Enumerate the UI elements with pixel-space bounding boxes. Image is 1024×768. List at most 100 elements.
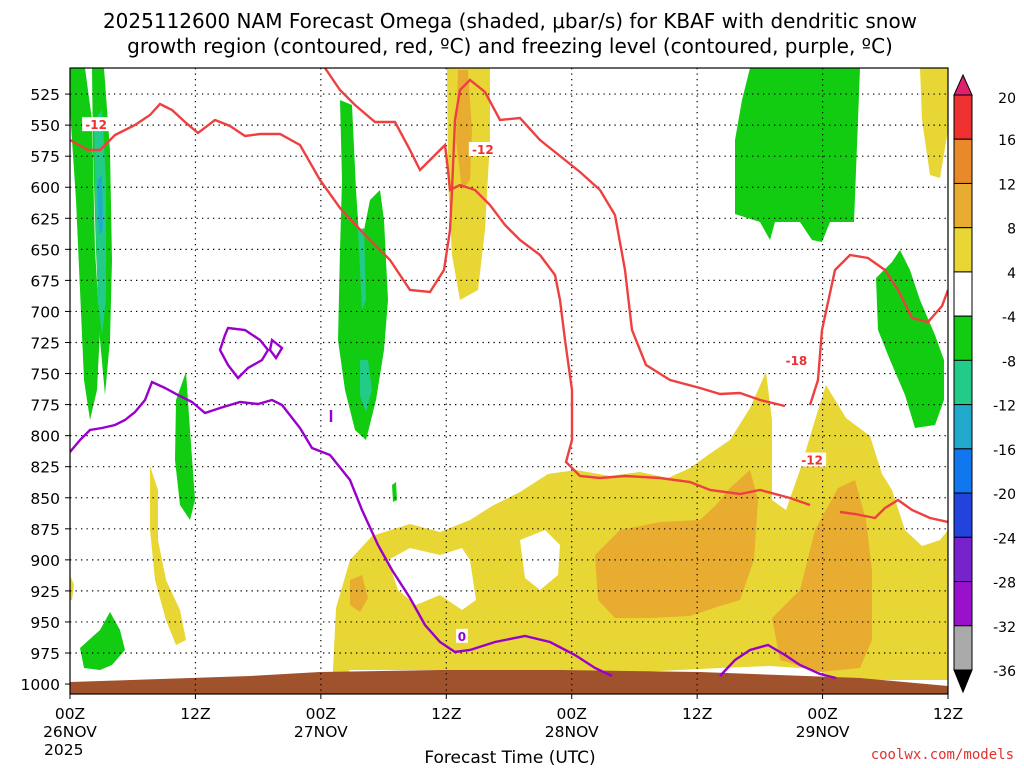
omega-negative-region xyxy=(735,68,860,242)
colorbar-segment xyxy=(953,138,973,184)
contour-label: -12 xyxy=(801,453,823,467)
x-tick-label: 12Z xyxy=(180,705,210,723)
contour-lines xyxy=(70,68,948,680)
y-tick-label: 550 xyxy=(30,117,60,135)
y-tick-label: 1000 xyxy=(21,676,60,694)
colorbar-tick-label: 12 xyxy=(998,177,1016,193)
omega-cyan-region xyxy=(97,175,103,235)
freezing-level-loop xyxy=(218,326,270,380)
colorbar-tick-label: -8 xyxy=(1002,354,1016,370)
freezing-level-contour xyxy=(70,380,613,678)
chart-title-line-1: 2025112600 NAM Forecast Omega (shaded, μ… xyxy=(103,9,917,33)
omega-cyan-region xyxy=(360,360,372,412)
credit-text: coolwx.com/models xyxy=(871,747,1014,763)
colorbar-tick-label: -12 xyxy=(993,399,1016,415)
x-tick-label: 00Z xyxy=(807,705,837,723)
omega-positive-region xyxy=(150,466,186,645)
colorbar-segment xyxy=(953,315,973,361)
colorbar-segment xyxy=(953,625,973,671)
x-tick-label: 12Z xyxy=(431,705,461,723)
colorbar-tick-label: -4 xyxy=(1002,310,1016,326)
omega-positive-region xyxy=(70,575,74,600)
omega-orange-region xyxy=(350,575,368,612)
contour-label-background xyxy=(468,141,497,156)
chart-title-line-2: growth region (contoured, red, ºC) and f… xyxy=(127,34,893,58)
colorbar-segment xyxy=(953,182,973,229)
colorbar-tick-label: 20 xyxy=(998,91,1016,107)
y-tick-label: 975 xyxy=(30,645,60,663)
omega-orange-region xyxy=(772,480,872,672)
omega-negative-region xyxy=(392,482,397,502)
x-tick-date-label: 29NOV xyxy=(796,723,850,741)
colorbar-tick-label: 8 xyxy=(1007,222,1016,238)
colorbar-top-arrow xyxy=(953,73,973,96)
y-tick-label: 650 xyxy=(30,241,60,259)
x-tick-label: 12Z xyxy=(682,705,712,723)
contour-label-background xyxy=(798,452,827,467)
colorbar-segment xyxy=(953,404,973,450)
x-tick-label: 00Z xyxy=(306,705,336,723)
colorbar-tick-label: -32 xyxy=(993,620,1016,636)
y-tick-label: 825 xyxy=(30,459,60,477)
colorbar-segment xyxy=(953,359,973,406)
omega-negative-region xyxy=(876,250,944,428)
shaded-omega-field xyxy=(70,68,948,694)
contour-labels: -12 -12 -18 -12 0 xyxy=(82,117,827,644)
x-tick-date-label: 27NOV xyxy=(294,723,348,741)
omega-orange-region xyxy=(456,70,472,190)
grid-lines xyxy=(70,68,948,694)
omega-negative-region xyxy=(175,372,195,520)
colorbar-tick-label: -20 xyxy=(993,487,1016,503)
y-tick-label: 625 xyxy=(30,210,60,228)
x-tick-label: 12Z xyxy=(933,705,963,723)
freezing-level-contour xyxy=(719,643,837,680)
x-tick-label: 00Z xyxy=(55,705,85,723)
contour-label: -12 xyxy=(85,118,107,132)
omega-cyan-region xyxy=(358,228,366,310)
x-tick-label: 00Z xyxy=(557,705,587,723)
dgz-contour-minus12-upper xyxy=(70,78,786,408)
omega-orange-region xyxy=(595,470,758,618)
y-tick-label: 850 xyxy=(30,490,60,508)
colorbar-segment xyxy=(953,227,973,273)
x-tick-date-label: 28NOV xyxy=(545,723,599,741)
freezing-level-loop xyxy=(268,337,284,361)
y-tick-label: 775 xyxy=(30,397,60,415)
colorbar: 20 16 12 8 4 -4 -8 -12 -16 -20 -24 -28 -32 -36 xyxy=(953,73,1016,694)
dgz-contour-minus12-right xyxy=(839,498,948,524)
x-tick-date-label: 26NOV xyxy=(43,723,97,741)
colorbar-segment xyxy=(953,448,973,494)
y-tick-label: 800 xyxy=(30,428,60,446)
dgz-contour-minus18 xyxy=(808,253,948,406)
colorbar-tick-label: -24 xyxy=(993,531,1016,547)
colorbar-segment xyxy=(953,536,973,583)
dgz-contour-minus12-lower xyxy=(324,68,811,507)
y-axis: 525 550 575 600 625 650 675 700 725 750 775 800 825 8… xyxy=(21,86,70,694)
x-axis-label: Forecast Time (UTC) xyxy=(424,748,595,768)
colorbar-tick-label: 16 xyxy=(998,133,1016,149)
contour-label-background xyxy=(455,628,468,643)
colorbar-segment xyxy=(953,94,973,140)
plot-frame xyxy=(69,67,949,695)
y-tick-label: 575 xyxy=(30,148,60,166)
y-tick-label: 525 xyxy=(30,86,60,104)
contour-label: -18 xyxy=(786,354,808,368)
colorbar-tick-label: -16 xyxy=(993,443,1016,459)
y-tick-label: 875 xyxy=(30,521,60,539)
colorbar-segment xyxy=(953,271,973,317)
y-tick-label: 700 xyxy=(30,303,60,321)
contour-label: -12 xyxy=(472,143,494,157)
y-tick-label: 950 xyxy=(30,614,60,632)
omega-negative-region xyxy=(80,612,125,670)
colorbar-segment xyxy=(953,581,973,627)
colorbar-segment xyxy=(953,492,973,538)
y-tick-label: 925 xyxy=(30,583,60,601)
y-tick-label: 600 xyxy=(30,179,60,197)
colorbar-bottom-arrow xyxy=(953,669,973,694)
y-tick-label: 750 xyxy=(30,366,60,384)
colorbar-tick-label: -36 xyxy=(993,664,1016,680)
colorbar-tick-label: -28 xyxy=(993,576,1016,592)
contour-label-background xyxy=(82,117,111,132)
